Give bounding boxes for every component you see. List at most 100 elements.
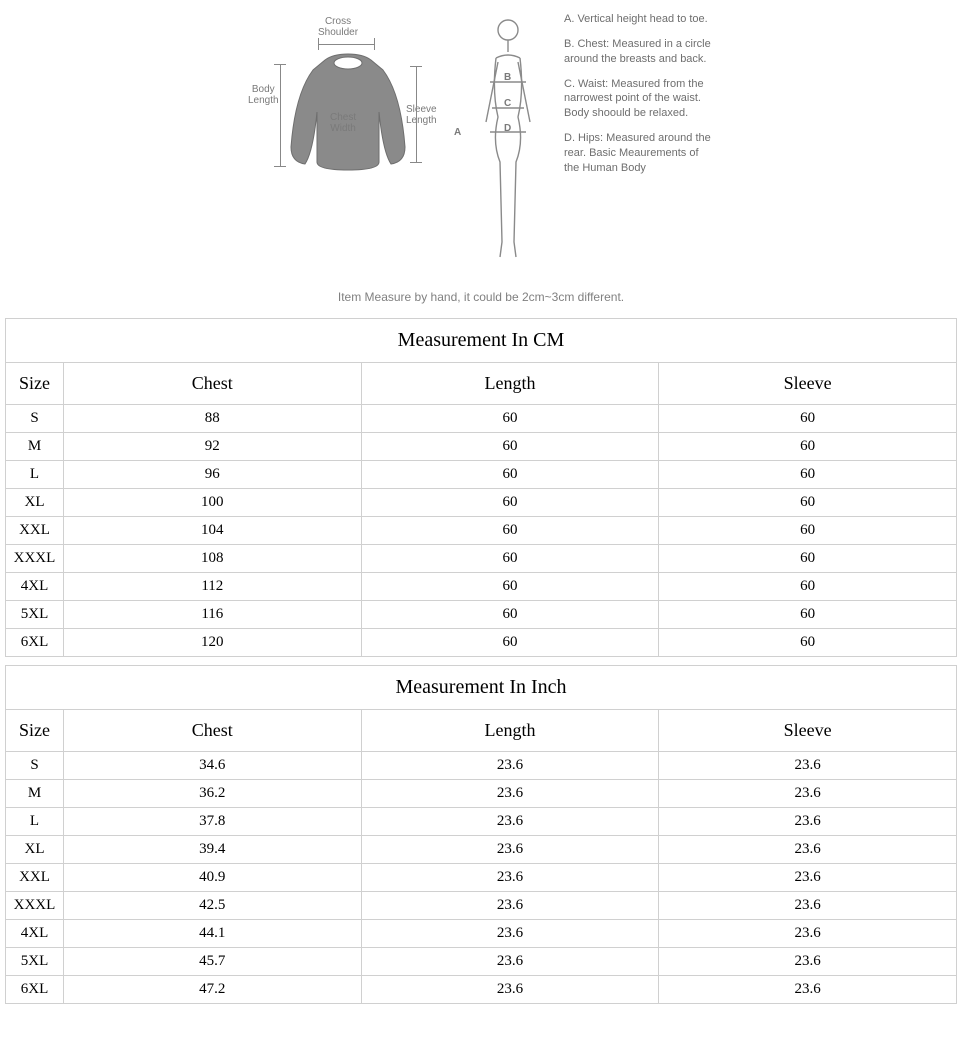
legend-a: A. Vertical height head to toe. (564, 12, 714, 27)
cell-value: 23.6 (361, 948, 659, 976)
body-diagram: A B C D (468, 12, 548, 272)
cell-value: 23.6 (659, 836, 957, 864)
cell-value: 104 (63, 517, 361, 545)
cell-value: 60 (659, 573, 957, 601)
cell-value: 60 (361, 601, 659, 629)
cell-size: S (6, 752, 64, 780)
cell-value: 120 (63, 629, 361, 657)
dim-line (410, 66, 422, 67)
cell-value: 60 (361, 629, 659, 657)
cell-size: 4XL (6, 920, 64, 948)
cell-value: 60 (361, 405, 659, 433)
cell-value: 60 (361, 545, 659, 573)
measurement-disclaimer: Item Measure by hand, it could be 2cm~3c… (0, 290, 962, 304)
measurement-diagram: CrossShoulder BodyLength ChestWidth Slee… (0, 0, 962, 280)
cell-value: 44.1 (63, 920, 361, 948)
label-b-marker: B (504, 72, 511, 83)
table-title: Measurement In CM (6, 319, 957, 363)
cell-value: 60 (361, 433, 659, 461)
dim-line (416, 66, 417, 162)
cell-value: 60 (659, 517, 957, 545)
measurement-legend: A. Vertical height head to toe. B. Chest… (564, 12, 714, 186)
cell-value: 108 (63, 545, 361, 573)
cell-size: L (6, 461, 64, 489)
column-header: Size (6, 363, 64, 405)
cell-size: 5XL (6, 601, 64, 629)
table-row: 4XL1126060 (6, 573, 957, 601)
cell-value: 37.8 (63, 808, 361, 836)
label-chest-width: ChestWidth (330, 112, 356, 134)
cell-value: 23.6 (659, 864, 957, 892)
cell-value: 23.6 (361, 892, 659, 920)
table-row: S886060 (6, 405, 957, 433)
size-table-cm: Measurement In CMSizeChestLengthSleeveS8… (5, 318, 957, 657)
label-sleeve-length: SleeveLength (406, 104, 437, 126)
dim-line (318, 44, 374, 45)
cell-value: 60 (659, 629, 957, 657)
cell-value: 45.7 (63, 948, 361, 976)
cell-value: 42.5 (63, 892, 361, 920)
cell-value: 100 (63, 489, 361, 517)
table-row: L37.823.623.6 (6, 808, 957, 836)
cell-size: M (6, 433, 64, 461)
shirt-diagram: CrossShoulder BodyLength ChestWidth Slee… (248, 12, 438, 192)
cell-size: XXL (6, 517, 64, 545)
label-c-marker: C (504, 98, 511, 109)
cell-value: 60 (659, 433, 957, 461)
table-row: 6XL1206060 (6, 629, 957, 657)
cell-value: 116 (63, 601, 361, 629)
table-row: 5XL1166060 (6, 601, 957, 629)
cell-value: 39.4 (63, 836, 361, 864)
cell-value: 60 (659, 545, 957, 573)
cell-value: 23.6 (659, 948, 957, 976)
dim-line (374, 38, 375, 50)
table-row: 5XL45.723.623.6 (6, 948, 957, 976)
table-row: XXXL42.523.623.6 (6, 892, 957, 920)
dim-line (410, 162, 422, 163)
cell-value: 23.6 (659, 780, 957, 808)
cell-value: 60 (659, 601, 957, 629)
cell-value: 60 (361, 461, 659, 489)
cell-value: 96 (63, 461, 361, 489)
cell-value: 23.6 (361, 976, 659, 1004)
cell-value: 23.6 (361, 808, 659, 836)
cell-value: 60 (659, 405, 957, 433)
cell-value: 23.6 (361, 864, 659, 892)
cell-value: 23.6 (659, 752, 957, 780)
table-row: L966060 (6, 461, 957, 489)
cell-size: XXL (6, 864, 64, 892)
cell-size: 6XL (6, 976, 64, 1004)
cell-value: 23.6 (659, 808, 957, 836)
label-d-marker: D (504, 123, 511, 134)
cell-value: 23.6 (361, 752, 659, 780)
cell-size: 5XL (6, 948, 64, 976)
dim-line (274, 166, 286, 167)
table-row: XL1006060 (6, 489, 957, 517)
label-body-length: BodyLength (248, 84, 279, 106)
table-row: XXL40.923.623.6 (6, 864, 957, 892)
size-table-inch: Measurement In InchSizeChestLengthSleeve… (5, 665, 957, 1004)
column-header: Sleeve (659, 710, 957, 752)
label-cross-shoulder: CrossShoulder (318, 16, 358, 38)
cell-size: S (6, 405, 64, 433)
column-header: Size (6, 710, 64, 752)
cell-size: M (6, 780, 64, 808)
label-a-marker: A (454, 127, 461, 138)
cell-size: XXXL (6, 545, 64, 573)
cell-value: 60 (361, 489, 659, 517)
table-row: XL39.423.623.6 (6, 836, 957, 864)
table-row: S34.623.623.6 (6, 752, 957, 780)
cell-size: XXXL (6, 892, 64, 920)
cell-value: 60 (361, 517, 659, 545)
legend-c: C. Waist: Measured from the narrowest po… (564, 77, 714, 122)
table-row: 6XL47.223.623.6 (6, 976, 957, 1004)
column-header: Chest (63, 710, 361, 752)
table-row: XXL1046060 (6, 517, 957, 545)
cell-value: 112 (63, 573, 361, 601)
cell-value: 92 (63, 433, 361, 461)
cell-value: 36.2 (63, 780, 361, 808)
cell-value: 88 (63, 405, 361, 433)
table-title: Measurement In Inch (6, 666, 957, 710)
dim-line (280, 64, 281, 166)
column-header: Length (361, 710, 659, 752)
